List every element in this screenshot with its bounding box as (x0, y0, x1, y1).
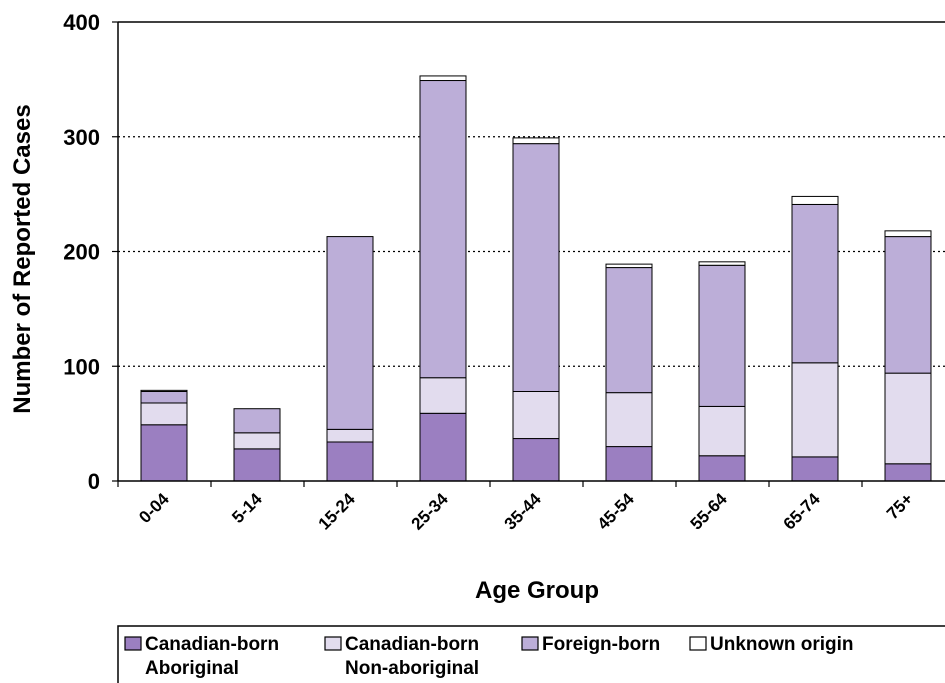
bar-45-54-series-3 (605, 263, 653, 269)
legend-box (117, 625, 945, 683)
bar-55-64-series-3 (698, 261, 746, 266)
bar-35-44-series-1 (512, 390, 560, 440)
x-tick-label-35-44: 35-44 (501, 489, 546, 534)
bar-65-74-series-0 (791, 456, 839, 482)
y-axis-title: Number of Reported Cases (9, 104, 36, 413)
bar-25-34-series-3 (419, 75, 467, 82)
bar-15-24-series-2 (326, 236, 374, 430)
bar-0-04-series-3 (140, 389, 188, 392)
legend-swatch-3 (689, 636, 707, 651)
legend-swatch-0 (124, 636, 142, 651)
bar-5-14-series-0 (233, 448, 281, 482)
x-tick-labels: 0-04 5-14 15-24 25-34 35-44 45-54 55-64 65-74 75… (135, 489, 917, 534)
legend-swatch-1 (324, 636, 342, 651)
bar-45-54-series-2 (605, 267, 653, 394)
bar-0-04-series-1 (140, 402, 188, 426)
bar-0-04-series-2 (140, 390, 188, 404)
bar-65-74-series-2 (791, 203, 839, 364)
x-tick-label-0-04: 0-04 (135, 489, 173, 527)
bar-65-74-series-3 (791, 195, 839, 205)
legend-label-0: Canadian-born (145, 634, 279, 655)
x-axis-title: Age Group (475, 577, 599, 604)
bar-55-64-series-2 (698, 264, 746, 407)
bar-0-04-series-0 (140, 424, 188, 482)
bar-25-34-series-1 (419, 377, 467, 414)
bars (140, 75, 932, 482)
bar-35-44-series-2 (512, 143, 560, 392)
bar-55-64-series-0 (698, 455, 746, 482)
bar-45-54-series-1 (605, 392, 653, 448)
y-tick-labels: 0 100 200 300 400 (63, 10, 100, 494)
bar-15-24-series-0 (326, 441, 374, 482)
x-tick-label-5-14: 5-14 (228, 489, 266, 527)
bar-75+-series-2 (884, 236, 932, 374)
y-tick-label-300: 300 (63, 125, 100, 150)
x-tick-label-75+: 75+ (883, 489, 917, 523)
bar-25-34-series-2 (419, 80, 467, 379)
bar-25-34-series-0 (419, 412, 467, 482)
y-tick-label-200: 200 (63, 240, 100, 265)
bar-35-44-series-3 (512, 137, 560, 145)
bar-75+-series-1 (884, 372, 932, 465)
x-tick-label-65-74: 65-74 (780, 489, 825, 534)
legend-label-1-line2: Non-aboriginal (345, 658, 479, 679)
x-tick-label-45-54: 45-54 (594, 489, 639, 534)
bar-65-74-series-1 (791, 362, 839, 458)
bar-35-44-series-0 (512, 438, 560, 482)
bar-75+-series-3 (884, 230, 932, 238)
legend-swatch-2 (521, 636, 539, 651)
y-tick-label-100: 100 (63, 354, 100, 379)
legend-label-0-line2: Aboriginal (145, 658, 239, 679)
legend: Canadian-born Aboriginal Canadian-born Non-… (117, 625, 945, 683)
x-tick-label-25-34: 25-34 (408, 489, 453, 534)
bar-5-14-series-1 (233, 432, 281, 450)
bar-5-14-series-2 (233, 408, 281, 434)
x-tick-label-55-64: 55-64 (687, 489, 732, 534)
y-tick-label-0: 0 (88, 469, 100, 494)
axes (112, 21, 945, 487)
bar-75+-series-0 (884, 463, 932, 482)
x-tick-label-15-24: 15-24 (315, 489, 360, 534)
legend-label-2: Foreign-born (542, 634, 660, 655)
legend-label-1: Canadian-born (345, 634, 479, 655)
y-tick-label-400: 400 (63, 10, 100, 35)
bar-15-24-series-1 (326, 428, 374, 443)
bar-45-54-series-0 (605, 446, 653, 482)
legend-label-3: Unknown origin (710, 634, 854, 655)
bar-55-64-series-1 (698, 405, 746, 457)
